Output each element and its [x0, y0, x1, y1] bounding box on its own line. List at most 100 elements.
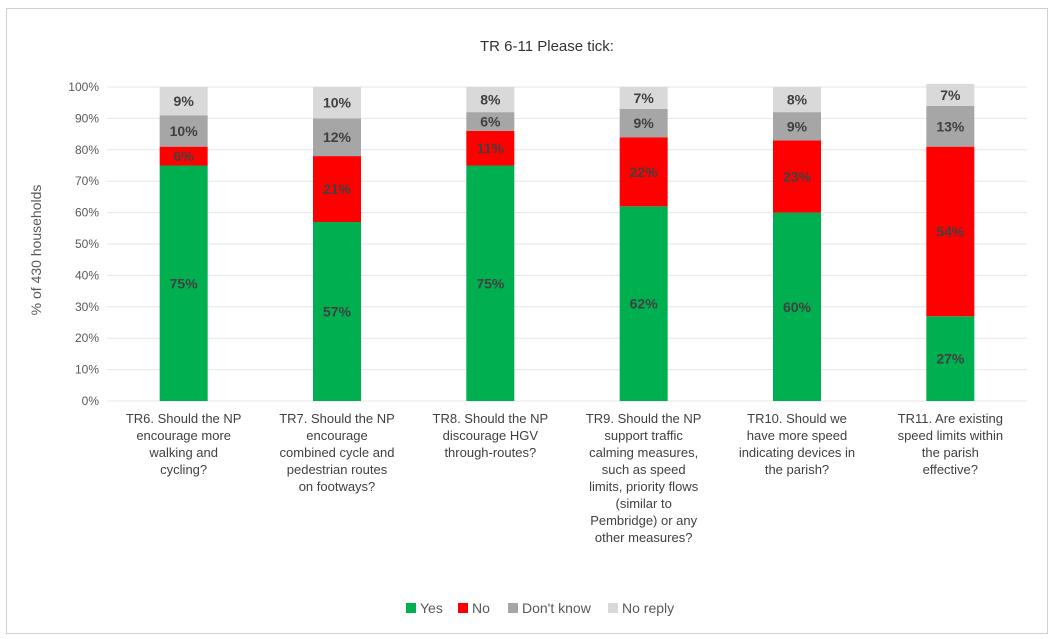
- data-label: 9%: [634, 115, 655, 131]
- data-label: 54%: [936, 223, 965, 239]
- bar-segment: [313, 222, 361, 401]
- category-label-line: calming measures,: [589, 445, 698, 460]
- data-label: 11%: [477, 140, 505, 156]
- category-label-line: through-routes?: [444, 445, 536, 460]
- bar-segment: [773, 87, 821, 113]
- category-label-line: TR6. Should the NP: [126, 411, 242, 426]
- category-label-line: limits, priority flows: [589, 479, 699, 494]
- bar-segment: [926, 83, 975, 106]
- y-tick-label: 70%: [75, 174, 99, 188]
- bar-segment: [773, 212, 821, 401]
- data-label: 10%: [170, 123, 199, 139]
- bar-segment: [619, 206, 668, 401]
- data-label: 9%: [174, 93, 195, 109]
- y-axis-label: % of 430 households: [28, 185, 44, 316]
- legend-entry: No reply: [622, 600, 674, 616]
- category-labels: TR6. Should the NP encourage more walking …: [126, 411, 1003, 545]
- gridlines: [107, 86, 1027, 402]
- bar-segment: [313, 87, 361, 119]
- data-label: 27%: [936, 351, 965, 367]
- category-label-line: the parish: [922, 445, 979, 460]
- y-tick-label: 90%: [75, 111, 99, 125]
- data-label: 6%: [174, 148, 195, 164]
- category-label-line: TR11. Are existing: [898, 411, 1003, 426]
- data-label: 57%: [323, 304, 352, 320]
- category-label-line: TR10. Should we: [747, 411, 847, 426]
- legend-entry: Yes: [420, 600, 443, 616]
- data-label: 12%: [323, 129, 352, 145]
- bar-segment: [159, 87, 208, 116]
- y-tick-label: 80%: [75, 143, 99, 157]
- bar-segment: [466, 130, 515, 166]
- data-label: 75%: [476, 275, 505, 291]
- bar-segment: [466, 165, 515, 401]
- data-label: 60%: [783, 299, 812, 315]
- category-label-line: Pembridge) or any: [590, 513, 697, 528]
- category-label-line: support traffic: [604, 428, 683, 443]
- bar-segment: [313, 156, 361, 223]
- y-tick-label: 60%: [75, 206, 99, 220]
- data-label: 7%: [940, 87, 961, 103]
- category-label-line: such as speed: [602, 462, 686, 477]
- category-label-line: discourage HGV: [443, 428, 539, 443]
- category-label-line: on footways?: [299, 479, 376, 494]
- legend-entry: Don't know: [522, 600, 592, 616]
- chart-frame: TR 6-11 Please tick: % of 430 households…: [6, 8, 1048, 634]
- data-label: 9%: [787, 118, 808, 134]
- y-tick-label: 100%: [68, 80, 99, 94]
- y-tick-label: 20%: [75, 331, 99, 345]
- data-label: 22%: [630, 164, 659, 180]
- bar-segment: [926, 105, 975, 147]
- y-tick-label: 40%: [75, 268, 99, 282]
- category-label-line: cycling?: [160, 462, 207, 477]
- bar-segment: [926, 146, 975, 317]
- bar-segment: [466, 112, 515, 131]
- data-labels: 75% 6% 10% 9% 57% 21% 12% 10% 75% 11% 6% 8% 62% 22% 9%…: [170, 87, 965, 367]
- category-label-line: have more speed: [747, 428, 847, 443]
- category-label-line: TR7. Should the NP: [279, 411, 395, 426]
- bar-segment: [159, 146, 208, 166]
- bar-segment: [159, 115, 208, 147]
- category-label: TR6. Should the NP encourage more walking …: [126, 411, 242, 477]
- bar-segment: [619, 108, 668, 138]
- category-label: TR10. Should we have more speed indicating…: [739, 411, 855, 477]
- bar-segment: [313, 118, 361, 157]
- stacked-bar-chart: TR 6-11 Please tick: % of 430 households…: [28, 38, 1027, 616]
- category-label-line: (similar to: [615, 496, 671, 511]
- bar-segment: [619, 87, 668, 109]
- data-label: 62%: [630, 296, 659, 312]
- legend: Yes No Don't know No reply: [406, 600, 674, 616]
- category-label-line: indicating devices in: [739, 445, 855, 460]
- data-label: 6%: [480, 114, 501, 130]
- data-label: 21%: [323, 181, 352, 197]
- category-label: TR9. Should the NP support traffic calming…: [586, 411, 702, 545]
- category-label-line: encourage more: [136, 428, 231, 443]
- category-label-line: encourage: [306, 428, 367, 443]
- y-tick-label: 30%: [75, 300, 99, 314]
- bar-segment: [619, 137, 668, 207]
- category-label-line: the parish?: [765, 462, 829, 477]
- legend-swatch: [406, 603, 416, 613]
- data-label: 23%: [783, 168, 812, 184]
- data-label: 10%: [323, 95, 352, 111]
- data-label: 8%: [787, 92, 808, 108]
- category-label: TR8. Should the NP discourage HGV through-…: [433, 411, 549, 460]
- category-label-line: pedestrian routes: [287, 462, 388, 477]
- category-label-line: walking and: [148, 445, 218, 460]
- bar-segment: [466, 87, 515, 113]
- legend-swatch: [608, 603, 618, 613]
- bar-segment: [926, 316, 975, 401]
- legend-swatch: [508, 603, 518, 613]
- category-label-line: combined cycle and: [280, 445, 395, 460]
- y-tick-label: 10%: [75, 363, 99, 377]
- data-label: 75%: [170, 275, 199, 291]
- y-tick-label: 0%: [82, 394, 100, 408]
- category-label-line: effective?: [923, 462, 978, 477]
- category-label-line: TR8. Should the NP: [433, 411, 549, 426]
- bar-segment: [773, 112, 821, 141]
- category-label-line: speed limits within: [898, 428, 1004, 443]
- data-label: 8%: [480, 92, 501, 108]
- data-label: 7%: [634, 90, 655, 106]
- category-label-line: TR9. Should the NP: [586, 411, 702, 426]
- legend-entry: No: [472, 600, 490, 616]
